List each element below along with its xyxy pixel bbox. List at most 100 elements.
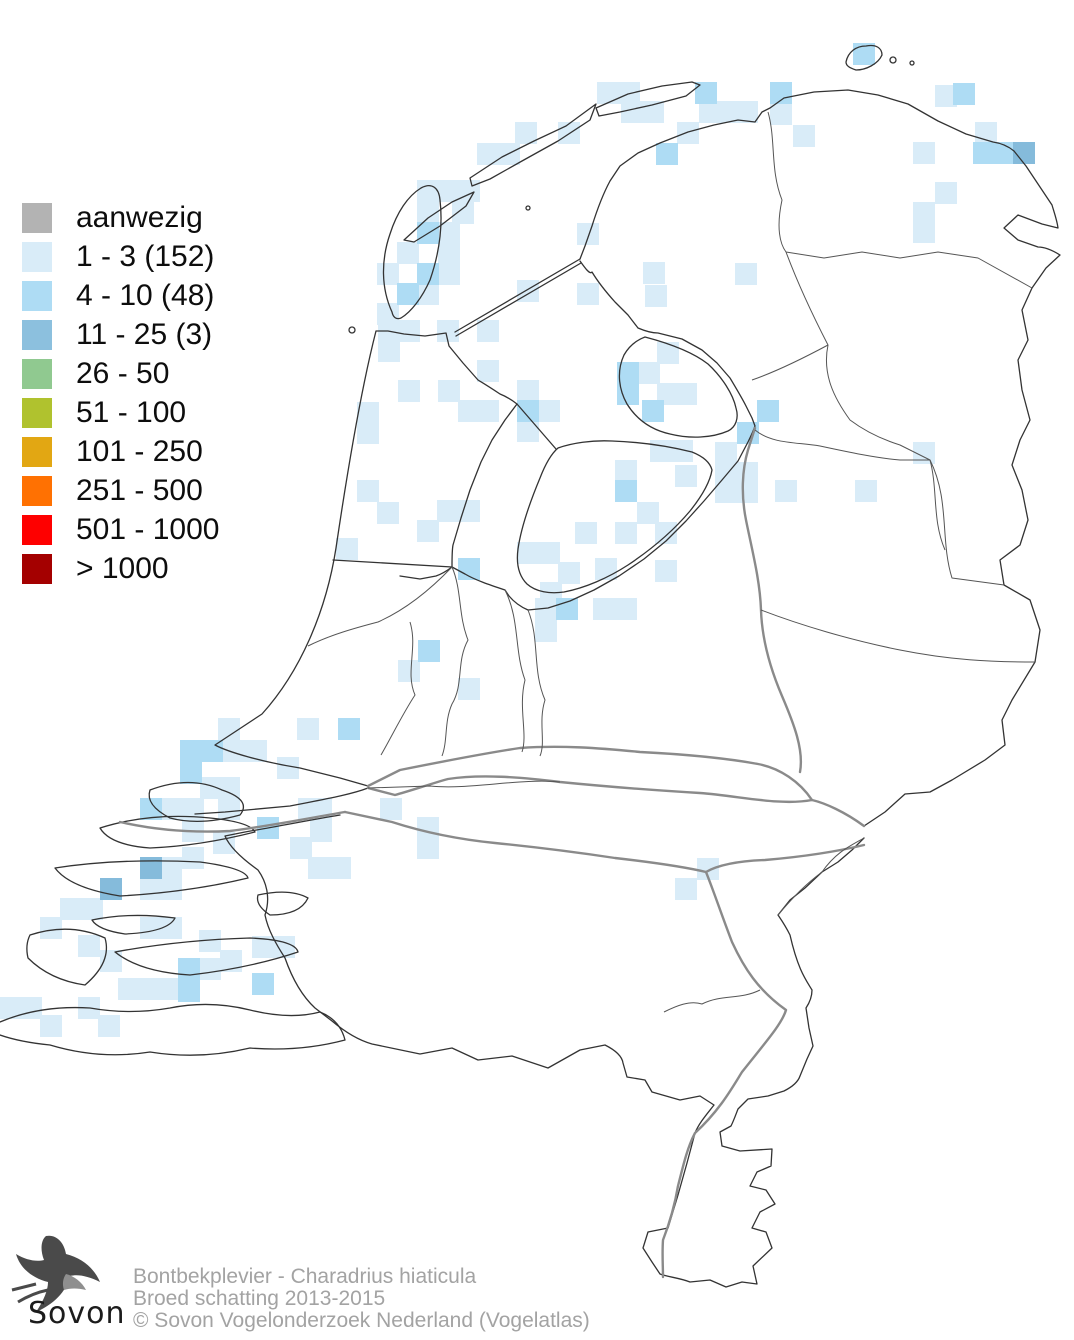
grid-cell-level-1 <box>40 917 62 939</box>
legend-swatch <box>22 241 52 272</box>
grid-cell-level-2 <box>617 362 639 384</box>
noordzeekanaal <box>332 559 453 568</box>
legend-row-7: 251 - 500 <box>22 471 219 510</box>
walcheren-outline <box>26 928 108 986</box>
grid-cell-level-2 <box>757 400 779 422</box>
grid-cell-level-2 <box>695 82 717 104</box>
grid-cell-level-1 <box>437 500 459 522</box>
grid-cell-level-2 <box>517 400 539 422</box>
species-title: Bontbekplevier - Charadrius hiaticula <box>133 1265 477 1288</box>
mainland-outline <box>194 89 1061 1288</box>
grid-cell-level-1 <box>199 958 221 980</box>
grid-cell-level-1 <box>575 522 597 544</box>
river-ijssel <box>741 426 803 774</box>
grid-cell-level-2 <box>953 83 975 105</box>
zeeuws-vlaanderen-outline <box>0 1003 346 1056</box>
legend-label: 26 - 50 <box>76 356 170 390</box>
grid-cell-level-1 <box>160 878 182 900</box>
grid-cell-level-1 <box>935 85 957 107</box>
legend-label: 11 - 25 (3) <box>76 317 213 351</box>
grid-cell-level-1 <box>477 320 499 342</box>
grid-cell-level-1 <box>650 440 672 462</box>
river-maas-limburg <box>661 870 788 1279</box>
grid-cell-level-1 <box>377 263 399 285</box>
grid-cell-level-1 <box>517 420 539 442</box>
tholen-outline <box>256 891 309 916</box>
grid-cell-level-3 <box>1013 142 1035 164</box>
copyright-line: © Sovon Vogelonderzoek Nederland (Vogela… <box>133 1309 590 1332</box>
grid-cell-level-1 <box>715 481 737 503</box>
grid-cell-level-1 <box>139 978 161 1000</box>
grid-cell-level-2 <box>656 143 678 165</box>
grid-cell-level-1 <box>736 101 758 123</box>
abundance-grid-cells <box>0 43 1035 1037</box>
grid-cell-level-1 <box>223 740 245 762</box>
grid-cell-level-2 <box>338 718 360 740</box>
grid-cell-level-1 <box>81 898 103 920</box>
legend-swatch <box>22 514 52 545</box>
grid-cell-level-1 <box>615 460 637 482</box>
grid-cell-level-1 <box>182 798 204 820</box>
grid-cell-level-1 <box>452 202 474 224</box>
legend-row-0: aanwezig <box>22 198 219 237</box>
grid-cell-level-1 <box>218 798 240 820</box>
grid-cell-level-1 <box>357 402 379 424</box>
grid-cell-level-1 <box>615 522 637 544</box>
grid-cell-level-1 <box>655 560 677 582</box>
grid-cell-level-2 <box>642 400 664 422</box>
texel-outline <box>382 185 442 320</box>
grid-cell-level-1 <box>793 125 815 147</box>
grid-cell-level-1 <box>417 180 439 202</box>
grid-cell-level-1 <box>577 223 599 245</box>
grid-cell-level-2 <box>140 798 162 820</box>
grid-cell-level-1 <box>60 898 82 920</box>
grid-cell-level-2 <box>737 422 759 444</box>
grid-cell-level-1 <box>855 480 877 502</box>
grid-cell-level-1 <box>277 757 299 779</box>
legend-swatch <box>22 358 52 389</box>
grid-cell-level-1 <box>615 598 637 620</box>
grid-cell-level-1 <box>477 400 499 422</box>
schouwen-outline <box>54 860 249 897</box>
terschelling-outline <box>469 103 597 187</box>
grid-cell-level-1 <box>0 997 22 1019</box>
grid-cell-level-1 <box>558 562 580 584</box>
grid-cell-level-1 <box>675 465 697 487</box>
grid-cell-level-1 <box>736 462 758 484</box>
river-waal <box>366 775 866 828</box>
grid-cell-level-1 <box>913 142 935 164</box>
legend-swatch <box>22 397 52 428</box>
grid-cell-level-1 <box>380 798 402 820</box>
grid-cell-level-1 <box>160 798 182 820</box>
legend-swatch <box>22 280 52 311</box>
grid-cell-level-1 <box>458 180 480 202</box>
islet <box>525 205 531 211</box>
ameland-outline <box>595 81 701 117</box>
noordoostpolder-outline <box>618 336 738 438</box>
legend-label: 501 - 1000 <box>76 512 220 546</box>
grid-cell-level-1 <box>438 242 460 264</box>
grid-cell-level-1 <box>220 950 242 972</box>
grid-cell-level-1 <box>538 400 560 422</box>
grid-cell-level-1 <box>618 82 640 104</box>
survey-subtitle: Broed schatting 2013-2015 <box>133 1287 386 1310</box>
legend-label: 4 - 10 (48) <box>76 278 215 312</box>
legend-swatch <box>22 436 52 467</box>
swallow-tail-icon <box>11 1282 49 1304</box>
grid-cell-level-2 <box>252 973 274 995</box>
grid-cell-level-1 <box>245 740 267 762</box>
grid-cell-level-2 <box>994 142 1016 164</box>
legend-label: 51 - 100 <box>76 395 187 429</box>
grid-cell-level-1 <box>517 542 539 564</box>
grid-cell-level-2 <box>397 283 419 305</box>
grid-cell-level-1 <box>40 1015 62 1037</box>
sovon-logo <box>11 1235 100 1312</box>
river-lek <box>366 745 814 802</box>
grid-cell-level-1 <box>645 285 667 307</box>
islet <box>348 326 356 334</box>
grid-cell-level-1 <box>671 440 693 462</box>
grid-cell-level-1 <box>377 502 399 524</box>
grid-cell-level-1 <box>458 500 480 522</box>
grid-cell-level-1 <box>458 678 480 700</box>
